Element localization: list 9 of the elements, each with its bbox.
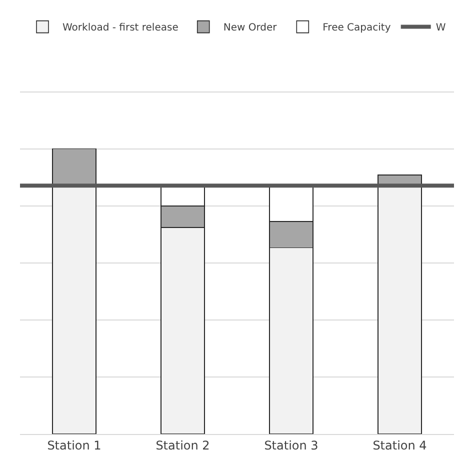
x-tick-label: Station 3 [264,438,318,452]
x-tick-label: Station 2 [156,438,210,452]
legend-label: New Order [223,22,278,34]
legend-label: W [436,22,446,34]
x-tick-label: Station 1 [47,438,102,452]
bar [52,148,96,186]
legend-label: Free Capacity [322,22,391,34]
legend-label: Workload - first release [62,22,178,34]
x-tick-label: Station 4 [372,438,427,452]
